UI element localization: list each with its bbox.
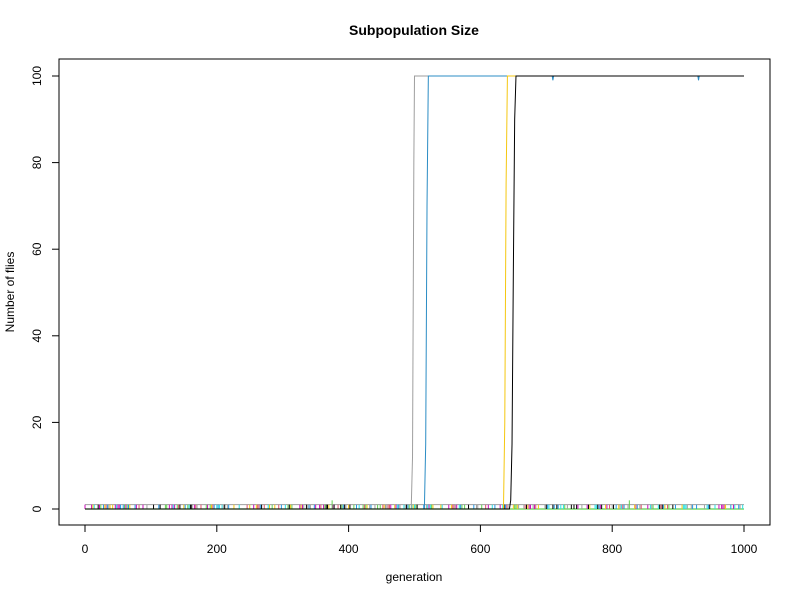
y-tick-label: 20 (30, 415, 44, 429)
x-tick-label: 800 (602, 542, 622, 556)
x-tick-label: 600 (470, 542, 490, 556)
noise-series-group (84, 500, 744, 510)
x-tick-label: 1000 (731, 542, 758, 556)
x-axis: 0 200 400 600 800 1000 (82, 524, 758, 556)
x-tick-label: 400 (339, 542, 359, 556)
series-group (85, 75, 744, 510)
y-tick-label: 100 (30, 66, 44, 86)
x-axis-label: generation (386, 570, 443, 584)
chart-title: Subpopulation Size (349, 22, 479, 38)
y-axis: 0 20 40 60 80 100 (30, 66, 60, 512)
y-tick-label: 80 (30, 156, 44, 170)
y-tick-label: 60 (30, 242, 44, 256)
y-tick-label: 40 (30, 329, 44, 343)
series-line-2 (85, 75, 744, 510)
x-tick-label: 200 (207, 542, 227, 556)
y-axis-label: Number of flies (3, 252, 17, 333)
x-tick-label: 0 (82, 542, 89, 556)
series-line-1 (85, 75, 744, 510)
series-line-4 (85, 75, 744, 510)
y-tick-label: 0 (30, 505, 44, 512)
